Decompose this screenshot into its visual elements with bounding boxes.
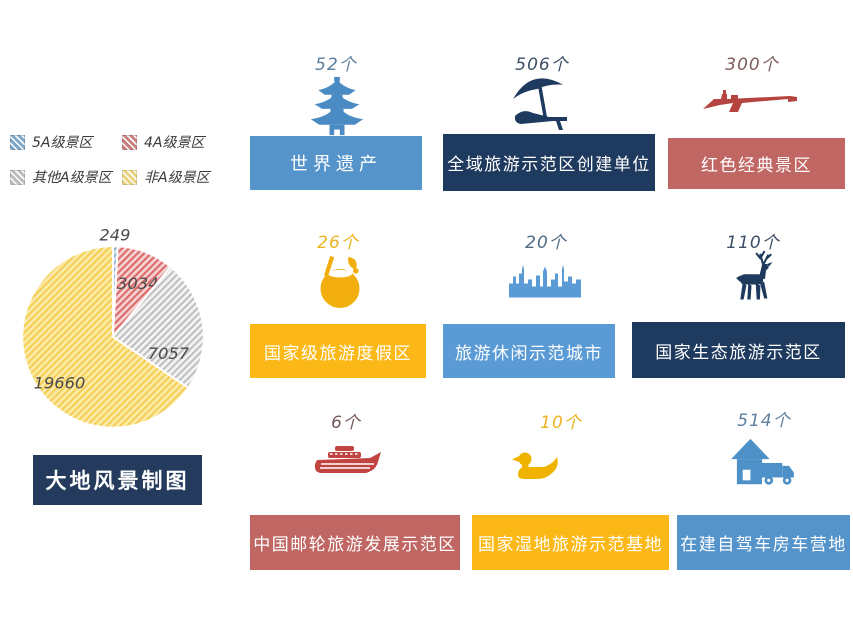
- pie-data-label: 19660: [34, 374, 86, 393]
- pie-slice-其他A级景区: [112, 265, 205, 389]
- stat-count: 6个: [331, 413, 361, 433]
- category-banner: 中国邮轮旅游发展示范区: [250, 515, 460, 570]
- category-banner: 旅游休闲示范城市: [443, 324, 615, 378]
- legend-item-non-a: 非A级景区: [122, 167, 230, 187]
- legend-swatch-4a: [122, 134, 137, 150]
- legend-swatch-other-a: [10, 169, 25, 185]
- legend-item-4a: 4A级景区: [122, 132, 230, 152]
- duck-icon: [512, 452, 558, 479]
- pie-data-label: 7057: [148, 344, 190, 363]
- deer-icon: [736, 250, 773, 300]
- stat-count: 52个: [315, 55, 357, 75]
- rifle-icon: [703, 90, 797, 112]
- legend-swatch-non-a: [122, 169, 137, 185]
- rv-camp-icon: [731, 438, 794, 485]
- legend-label: 其他A级景区: [32, 170, 112, 186]
- stat-count: 514个: [737, 411, 791, 431]
- stat-count: 26个: [317, 233, 359, 253]
- legend-item-other-a: 其他A级景区: [10, 167, 118, 187]
- pie-data-label: 3034: [117, 274, 158, 293]
- stat-count: 10个: [540, 413, 582, 433]
- category-banner: 在建自驾车房车营地: [677, 515, 850, 570]
- stat-count: 300个: [725, 55, 779, 75]
- category-banner: 全域旅游示范区创建单位: [443, 134, 655, 191]
- stat-count: 110个: [726, 233, 780, 253]
- legend-label: 4A级景区: [144, 135, 205, 151]
- beach-umbrella-icon: [513, 78, 567, 130]
- city-skyline-icon: [509, 264, 581, 298]
- cruise-ship-icon: [314, 446, 381, 473]
- legend-label: 5A级景区: [32, 135, 93, 151]
- pagoda-icon: [310, 76, 364, 136]
- legend-label: 非A级景区: [144, 170, 210, 186]
- category-banner: 红色经典景区: [668, 138, 845, 189]
- legend-item-5a: 5A级景区: [10, 132, 118, 152]
- pie-legend: 5A级景区 4A级景区 其他A级景区 非A级景区: [10, 132, 230, 187]
- coconut-drink-icon: [320, 255, 360, 308]
- stat-count: 20个: [525, 233, 567, 253]
- stat-count: 506个: [515, 55, 569, 75]
- scenic-area-pie-chart: 249 3034 7057 19660: [21, 228, 205, 429]
- pie-slice-非A级景区: [21, 245, 190, 429]
- category-banner: 国家湿地旅游示范基地: [472, 515, 669, 570]
- brand-banner: 大地风景制图: [33, 455, 202, 505]
- category-banner: 国家级旅游度假区: [250, 324, 426, 378]
- legend-swatch-5a: [10, 134, 25, 150]
- category-banner: 世界遗产: [250, 136, 422, 190]
- category-banner: 国家生态旅游示范区: [632, 322, 845, 378]
- pie-data-label: 249: [99, 228, 130, 244]
